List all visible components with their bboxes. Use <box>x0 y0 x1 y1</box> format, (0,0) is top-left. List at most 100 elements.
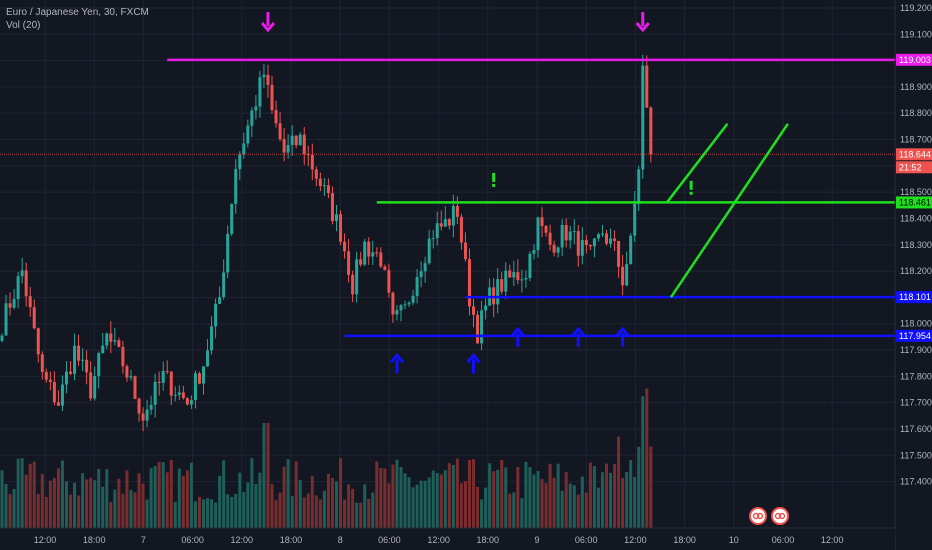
volume-bar <box>234 493 238 528</box>
time-tick-label: 7 <box>141 535 146 545</box>
volume-bar <box>294 461 298 528</box>
candle-body <box>161 370 165 383</box>
candle-body <box>596 234 600 239</box>
time-tick-label: 06:00 <box>772 535 795 545</box>
up-arrow-icon <box>466 352 481 374</box>
volume-bar <box>81 473 85 528</box>
volume-bar <box>28 463 32 528</box>
volume-bar <box>480 499 484 528</box>
price-axis[interactable]: 119.200119.100119.000118.900118.800118.7… <box>894 0 932 550</box>
volume-bar <box>488 463 492 528</box>
candle-body <box>52 381 56 403</box>
volume-bar <box>375 461 379 528</box>
volume-bar <box>447 463 451 528</box>
candle-body <box>133 376 137 399</box>
candle-body <box>536 217 540 251</box>
volume-bar <box>314 495 318 528</box>
candle-body <box>222 272 226 298</box>
candle-body <box>411 295 415 303</box>
volume-bar <box>617 436 621 528</box>
svg-text:119.003: 119.003 <box>899 55 931 65</box>
volume-bar <box>278 492 282 528</box>
time-tick-label: 12:00 <box>34 535 57 545</box>
volume-bar <box>334 481 338 528</box>
candle-body <box>270 84 274 111</box>
support-upper-price-tag: 118.101 <box>896 291 932 304</box>
volume-bar <box>391 464 395 528</box>
candle-body <box>85 359 89 373</box>
symbol-title[interactable]: Euro / Japanese Yen, 30, FXCM <box>6 7 149 18</box>
time-axis[interactable]: 12:00 18:00 7 06:00 12:00 18:00 8 06:00 12:00 18:… <box>0 527 895 550</box>
price-tick-label: 118.200 <box>900 266 932 276</box>
volume-bar <box>8 494 12 528</box>
volume-bar <box>439 474 443 528</box>
candle-body <box>359 259 363 265</box>
trend-line <box>669 123 789 298</box>
attribution-icons <box>749 507 789 525</box>
volume-bar <box>0 470 4 528</box>
volume-bar <box>600 472 604 528</box>
candle-body <box>246 125 250 144</box>
candle-body <box>375 252 379 254</box>
candle-body <box>584 240 588 246</box>
candle-body <box>463 242 467 260</box>
up-arrow-icon <box>615 326 630 347</box>
candle-body <box>419 271 423 278</box>
candle-body <box>189 400 193 405</box>
volume-bar <box>286 459 290 528</box>
volume-bar <box>250 458 254 528</box>
price-tick-label: 119.200 <box>900 3 932 13</box>
volume-indicator-label[interactable]: Vol (20) <box>6 20 41 31</box>
level-lines[interactable] <box>0 58 895 338</box>
candle-body <box>165 370 169 372</box>
price-tick-label: 117.600 <box>900 424 932 434</box>
volume-bar <box>290 496 294 528</box>
volume-bar <box>568 483 572 528</box>
volume-bar <box>97 468 101 528</box>
volume-bar <box>254 483 258 528</box>
candle-body <box>185 398 189 405</box>
candle-body <box>504 270 508 292</box>
volume-bar <box>520 498 524 528</box>
volume-bar <box>177 468 181 528</box>
volume-bar <box>274 500 278 528</box>
volume-bar <box>496 469 500 528</box>
volume-bar <box>149 468 153 528</box>
volume-bar <box>512 492 516 528</box>
volume-bar <box>44 496 48 528</box>
svg-text:21:52: 21:52 <box>899 162 922 172</box>
candle-body <box>282 139 286 153</box>
volume-bar <box>588 462 592 528</box>
volume-bar <box>580 476 584 528</box>
candle-body <box>258 77 262 107</box>
volume-bar <box>504 467 508 528</box>
volume-bar <box>411 487 415 528</box>
volume-bar <box>145 499 149 528</box>
candle-body <box>169 371 173 396</box>
countdown-tag: 21:52 <box>896 161 932 174</box>
candle-body <box>290 135 294 145</box>
volume-bar <box>101 486 105 528</box>
volume-bar <box>69 494 73 528</box>
candle-body <box>339 214 343 242</box>
candle-body <box>387 269 391 293</box>
candle-body <box>391 292 395 315</box>
candle-body <box>544 226 548 233</box>
candle-body <box>351 274 355 295</box>
volume-bar <box>544 483 548 528</box>
volume-bar <box>371 492 375 528</box>
candle-body <box>318 178 322 186</box>
candle-body <box>234 169 238 204</box>
volume-bar <box>218 475 222 528</box>
candle-body <box>326 185 330 194</box>
candle-body <box>439 223 443 227</box>
candle-body <box>214 303 218 327</box>
price-tick-label: 117.800 <box>900 371 932 381</box>
volume-bar <box>492 471 496 528</box>
volume-bar <box>266 423 270 528</box>
candle-body <box>60 384 64 406</box>
candle-body <box>415 277 419 296</box>
volume-bar <box>125 470 129 528</box>
